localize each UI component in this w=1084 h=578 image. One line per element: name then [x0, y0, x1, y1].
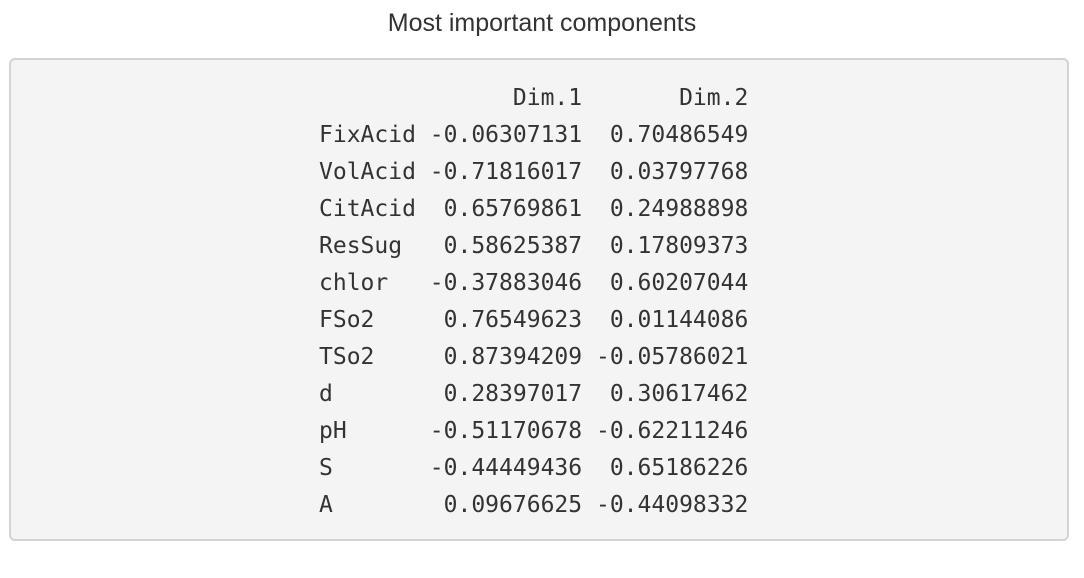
column-header: Dim.1: [512, 85, 583, 111]
table-cell: -0.62211246: [595, 418, 749, 444]
table-row: FixAcid -0.06307131 0.70486549: [319, 117, 748, 154]
table-cell: -0.05786021: [595, 344, 749, 370]
table-cell: 0.60207044: [609, 270, 749, 296]
row-label: d: [319, 381, 416, 407]
row-label: ResSug: [319, 233, 416, 259]
table-cell: 0.09676625: [443, 492, 583, 518]
row-label: FixAcid: [319, 122, 416, 148]
table-row: VolAcid -0.71816017 0.03797768: [319, 154, 748, 191]
row-label: pH: [319, 418, 416, 444]
table-cell: -0.44449436: [429, 455, 583, 481]
header-row: Dim.1 Dim.2: [319, 80, 748, 117]
row-label: CitAcid: [319, 196, 416, 222]
column-header: Dim.2: [679, 85, 749, 111]
table-row: CitAcid 0.65769861 0.24988898: [319, 191, 748, 228]
row-label: FSo2: [319, 307, 416, 333]
table-row: ResSug 0.58625387 0.17809373: [319, 228, 748, 265]
row-label: chlor: [319, 270, 416, 296]
table-cell: 0.28397017: [443, 381, 583, 407]
table-cell: 0.70486549: [609, 122, 749, 148]
table-cell: -0.71816017: [429, 159, 583, 185]
table-cell: -0.44098332: [595, 492, 749, 518]
table-cell: 0.65769861: [443, 196, 583, 222]
table-cell: 0.30617462: [609, 381, 749, 407]
table-row: A 0.09676625 -0.44098332: [319, 487, 748, 524]
table-cell: -0.06307131: [429, 122, 583, 148]
table-cell: 0.01144086: [609, 307, 749, 333]
table-cell: 0.65186226: [609, 455, 749, 481]
row-label: S: [319, 455, 416, 481]
table-cell: 0.76549623: [443, 307, 583, 333]
table-row: chlor -0.37883046 0.60207044: [319, 265, 748, 302]
table-row: FSo2 0.76549623 0.01144086: [319, 302, 748, 339]
table-cell: 0.03797768: [609, 159, 749, 185]
row-label: VolAcid: [319, 159, 416, 185]
matrix-output: Dim.1 Dim.2 FixAcid -0.06307131 0.7048654…: [319, 80, 748, 524]
table-cell: 0.87394209: [443, 344, 583, 370]
table-row: S -0.44449436 0.65186226: [319, 450, 748, 487]
table-cell: 0.58625387: [443, 233, 583, 259]
table-cell: -0.37883046: [429, 270, 583, 296]
table-cell: 0.24988898: [609, 196, 749, 222]
row-label: A: [319, 492, 416, 518]
table-row: d 0.28397017 0.30617462: [319, 376, 748, 413]
table-row: TSo2 0.87394209 -0.05786021: [319, 339, 748, 376]
output-panel: Dim.1 Dim.2 FixAcid -0.06307131 0.7048654…: [9, 58, 1069, 541]
table-cell: 0.17809373: [609, 233, 749, 259]
table-cell: -0.51170678: [429, 418, 583, 444]
page-title: Most important components: [387, 9, 697, 37]
table-row: pH -0.51170678 -0.62211246: [319, 413, 748, 450]
row-label: TSo2: [319, 344, 416, 370]
